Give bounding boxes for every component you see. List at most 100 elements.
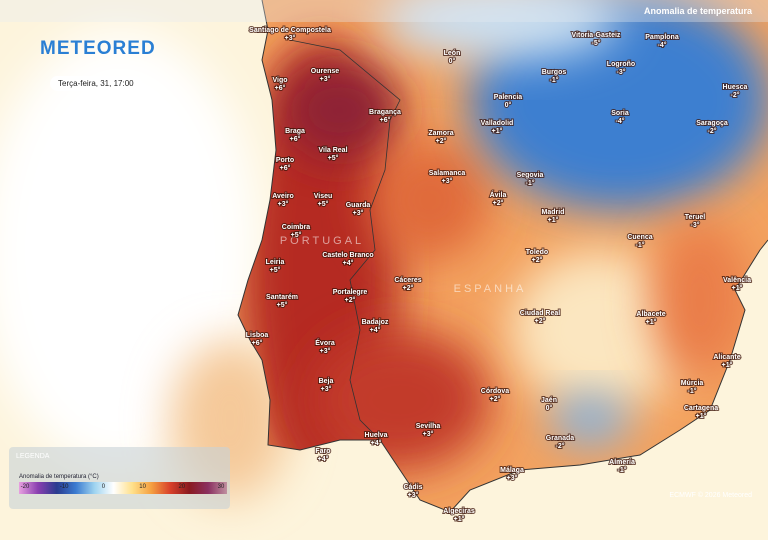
city-anomaly: +3° xyxy=(320,347,331,355)
city-name: Soria xyxy=(611,110,629,117)
city-anomaly: 0° xyxy=(546,404,553,412)
city-name: Cartagena xyxy=(684,405,718,412)
city-name: Valladolid xyxy=(481,120,514,127)
city-name: Coimbra xyxy=(282,224,311,231)
city-name: Algeciras xyxy=(443,508,475,515)
scale-tick: 10 xyxy=(139,484,146,490)
city-anomaly: -1° xyxy=(549,76,558,84)
city-anomaly: +1° xyxy=(548,216,559,224)
city-name: Teruel xyxy=(685,214,706,221)
cold-zone xyxy=(380,0,620,60)
city-name: Huesca xyxy=(723,84,748,91)
city-anomaly: +5° xyxy=(270,266,281,274)
city-name: Salamanca xyxy=(429,170,466,177)
city-name: Almería xyxy=(609,459,635,466)
coastline xyxy=(237,0,768,513)
city-anomaly: +2° xyxy=(535,317,546,325)
city-anomaly: +3° xyxy=(285,34,296,42)
city-name: Santarém xyxy=(266,294,298,301)
city-name: Viseu xyxy=(314,193,333,200)
city-anomaly: -1° xyxy=(687,387,696,395)
city-anomaly: +3° xyxy=(507,474,518,482)
city-anomaly: +1° xyxy=(696,412,707,420)
city-anomaly: -1° xyxy=(635,241,644,249)
city-anomaly: +2° xyxy=(345,296,356,304)
city-anomaly: +2° xyxy=(532,256,543,264)
city-anomaly: +3° xyxy=(353,209,364,217)
city-name: Huelva xyxy=(365,432,388,439)
city-name: Vila Real xyxy=(318,147,347,154)
city-name: Évora xyxy=(315,338,335,347)
city-name: Córdova xyxy=(481,388,510,395)
city-name: Ciudad Real xyxy=(520,310,561,317)
city-anomaly: +4° xyxy=(343,259,354,267)
city-anomaly: -2° xyxy=(707,127,716,135)
city-name: Cádis xyxy=(403,484,422,491)
city-name: Lisboa xyxy=(246,332,269,339)
city-name: Bragança xyxy=(369,109,401,116)
legend: LEGENDA Anomalia de temperatura (°C) -20… xyxy=(9,447,230,509)
city-name: Santiago de Compostela xyxy=(249,27,331,34)
city-anomaly: -1° xyxy=(617,466,626,474)
country-label: PORTUGAL xyxy=(280,235,364,247)
city-anomaly: +4° xyxy=(370,326,381,334)
city-name: Portalegre xyxy=(333,289,368,296)
city-anomaly: +3° xyxy=(278,200,289,208)
city-anomaly: 0° xyxy=(505,101,512,109)
city-name: Ourense xyxy=(311,68,340,75)
city-name: Pamplona xyxy=(645,34,679,41)
city-anomaly: 0° xyxy=(449,57,456,65)
city-anomaly: -2° xyxy=(555,442,564,450)
city-anomaly: +1° xyxy=(732,284,743,292)
heat-zone xyxy=(650,220,750,380)
header-title: Anomalia de temperatura xyxy=(643,6,752,16)
city-name: Ávila xyxy=(490,190,507,199)
border xyxy=(289,39,401,441)
scale-tick: 0 xyxy=(101,484,106,490)
city-anomaly: -3° xyxy=(616,68,625,76)
city-name: Logroño xyxy=(607,61,635,68)
scale-tick: 20 xyxy=(178,484,186,490)
country-label: ESPANHA xyxy=(454,283,527,295)
city-name: Faro xyxy=(315,448,330,455)
city-anomaly: +3° xyxy=(321,385,332,393)
city-anomaly: +1° xyxy=(454,515,465,523)
city-name: Cuenca xyxy=(627,234,652,241)
city-name: Leiria xyxy=(266,259,285,266)
city-anomaly: +3° xyxy=(408,491,419,499)
city-anomaly: -4° xyxy=(657,41,666,49)
city-anomaly: +5° xyxy=(291,231,302,239)
city-name: Aveiro xyxy=(272,193,294,200)
scale-tick: -20 xyxy=(20,484,30,490)
city-anomaly: -1° xyxy=(525,179,534,187)
logo: METEORED xyxy=(40,38,156,59)
city-anomaly: +4° xyxy=(318,455,329,463)
city-anomaly: +4° xyxy=(371,439,382,447)
city-name: Beja xyxy=(319,378,334,385)
credit: ECMWF © 2026 Meteored xyxy=(669,492,752,499)
city-anomaly: -4° xyxy=(615,117,624,125)
city-anomaly: +6° xyxy=(275,84,286,92)
city-anomaly: -2° xyxy=(730,91,739,99)
date[interactable]: Terça-feira, 31, 17:00 xyxy=(50,76,142,91)
city-name: León xyxy=(444,50,461,57)
city-name: Granada xyxy=(546,435,575,442)
city-anomaly: +6° xyxy=(290,135,301,143)
scale-tick: 30 xyxy=(217,484,225,490)
city-name: Valência xyxy=(723,277,751,284)
scale-tick: -10 xyxy=(59,484,69,490)
city-name: Múrcia xyxy=(681,380,704,387)
top-bar: Anomalia de temperatura xyxy=(0,0,768,22)
city-anomaly: +6° xyxy=(280,164,291,172)
city-name: Segovia xyxy=(517,172,544,179)
city-name: Alicante xyxy=(713,354,740,361)
city-anomaly: +2° xyxy=(493,199,504,207)
city-name: Palencia xyxy=(494,94,523,101)
city-name: Zamora xyxy=(428,130,453,137)
city-name: Jaén xyxy=(541,397,557,404)
city-name: Porto xyxy=(276,157,294,164)
